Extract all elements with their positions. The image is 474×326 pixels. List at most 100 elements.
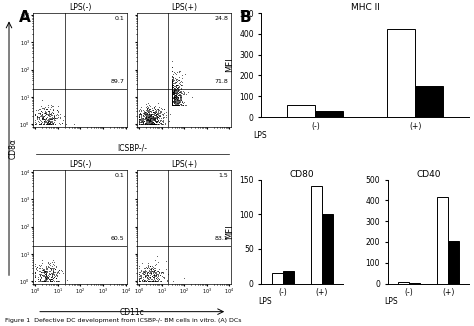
Point: [38, 120, 46, 125]
Point: [181, 71, 188, 77]
Point: [148, 118, 155, 123]
Point: [46, 266, 54, 271]
Point: [174, 91, 182, 96]
Point: [147, 278, 155, 284]
Point: [170, 95, 178, 100]
Point: [54, 112, 62, 117]
Point: [160, 106, 167, 111]
Point: [42, 271, 49, 276]
Point: [163, 112, 170, 117]
Point: [171, 95, 178, 100]
Point: [48, 115, 56, 120]
Point: [32, 117, 39, 122]
Point: [169, 100, 176, 105]
Point: [169, 86, 176, 91]
Point: [151, 110, 158, 115]
Point: [45, 276, 53, 282]
Point: [47, 110, 55, 115]
Point: [155, 116, 163, 121]
Point: [47, 103, 55, 108]
Point: [169, 90, 176, 95]
Point: [141, 110, 149, 115]
Point: [42, 275, 49, 280]
Point: [154, 115, 161, 120]
Point: [169, 99, 176, 104]
Point: [147, 111, 155, 117]
Point: [143, 272, 151, 277]
Point: [160, 111, 168, 116]
Point: [169, 102, 176, 108]
Point: [171, 89, 178, 94]
Point: [48, 274, 56, 279]
Point: [156, 272, 164, 277]
Point: [33, 114, 41, 119]
Point: [173, 92, 180, 97]
Point: [169, 102, 176, 108]
Point: [169, 99, 176, 104]
Point: [152, 118, 160, 123]
Point: [146, 122, 153, 127]
Point: [169, 102, 176, 108]
Point: [154, 115, 161, 121]
Point: [38, 112, 46, 117]
Point: [169, 87, 176, 92]
Point: [171, 96, 178, 101]
Point: [43, 274, 51, 279]
Point: [152, 121, 160, 126]
Point: [169, 85, 177, 90]
Point: [135, 122, 143, 127]
Point: [55, 121, 63, 126]
Point: [139, 116, 146, 122]
Point: [174, 102, 182, 107]
Point: [169, 101, 176, 106]
Point: [136, 273, 144, 278]
Point: [142, 120, 150, 125]
Point: [39, 267, 47, 272]
Point: [46, 114, 54, 119]
Point: [45, 278, 52, 284]
Point: [169, 102, 176, 108]
Point: [36, 273, 44, 278]
Point: [47, 116, 55, 121]
Point: [143, 114, 151, 119]
Point: [169, 85, 176, 91]
Point: [142, 117, 150, 123]
Point: [169, 99, 176, 104]
Point: [146, 274, 154, 279]
Point: [40, 278, 48, 284]
Point: [151, 121, 158, 126]
Point: [169, 95, 176, 100]
Point: [47, 271, 55, 276]
Point: [154, 278, 161, 284]
Point: [155, 270, 163, 275]
Point: [46, 268, 53, 274]
Point: [170, 94, 178, 99]
Point: [173, 102, 180, 108]
Point: [143, 121, 150, 126]
Point: [152, 269, 159, 274]
Point: [167, 111, 174, 116]
Point: [169, 89, 176, 94]
Point: [36, 278, 44, 284]
Point: [55, 267, 63, 273]
Point: [175, 102, 183, 108]
Point: [169, 83, 176, 88]
Point: [169, 78, 176, 83]
Point: [54, 108, 62, 113]
Point: [39, 114, 46, 120]
Point: [137, 121, 145, 126]
Point: [144, 270, 151, 275]
Point: [155, 107, 163, 112]
Point: [169, 78, 176, 83]
Point: [176, 79, 184, 84]
Text: LPS: LPS: [258, 297, 272, 306]
Point: [147, 267, 155, 272]
Point: [150, 116, 157, 122]
Point: [149, 278, 156, 284]
Point: [169, 102, 176, 108]
Point: [152, 120, 160, 125]
Point: [152, 270, 160, 275]
Point: [143, 106, 151, 111]
Point: [45, 115, 53, 121]
Point: [157, 115, 164, 121]
